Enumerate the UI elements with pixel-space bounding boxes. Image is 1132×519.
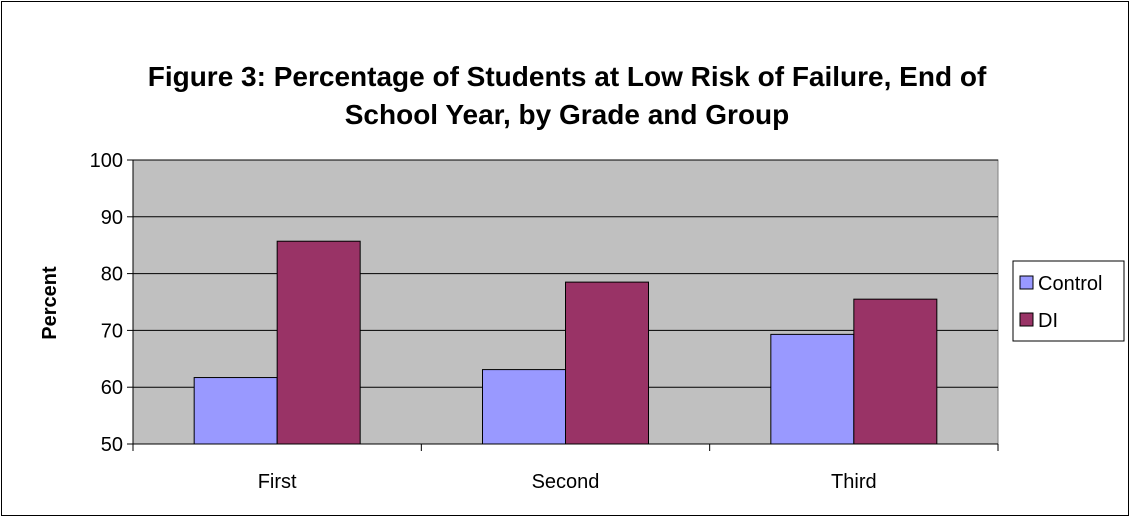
chart-title-line-1: Figure 3: Percentage of Students at Low … [148, 61, 987, 92]
bars [193, 240, 938, 445]
bar-di-second [565, 281, 649, 445]
y-tick-label: 80 [101, 264, 123, 286]
legend-box [1012, 260, 1125, 342]
legend-swatch-di [1019, 312, 1034, 327]
y-tick-label: 60 [101, 377, 123, 399]
legend-swatch-control [1019, 275, 1034, 290]
x-tick-label: Third [831, 471, 877, 493]
chart-title-line-2: School Year, by Grade and Group [345, 99, 790, 130]
y-tick-label: 70 [101, 320, 123, 342]
y-tick-label: 90 [101, 207, 123, 229]
y-tick-label: 50 [101, 434, 123, 456]
bar-control-first [193, 377, 278, 445]
x-axis: First Second Third [132, 443, 999, 493]
legend: Control DI [1012, 260, 1125, 342]
bar-di-third [853, 298, 938, 445]
bar-di-first [276, 240, 361, 445]
legend-label-di: DI [1038, 310, 1058, 332]
x-tick-label: First [258, 471, 297, 493]
x-tick-label: Second [532, 471, 600, 493]
y-axis-label: Percent [39, 266, 61, 340]
bar-control-second [482, 369, 566, 445]
y-axis: 50 60 70 80 90 100 [90, 150, 134, 456]
legend-label-control: Control [1038, 273, 1102, 295]
bar-control-third [770, 333, 855, 445]
y-tick-label: 100 [90, 150, 123, 172]
